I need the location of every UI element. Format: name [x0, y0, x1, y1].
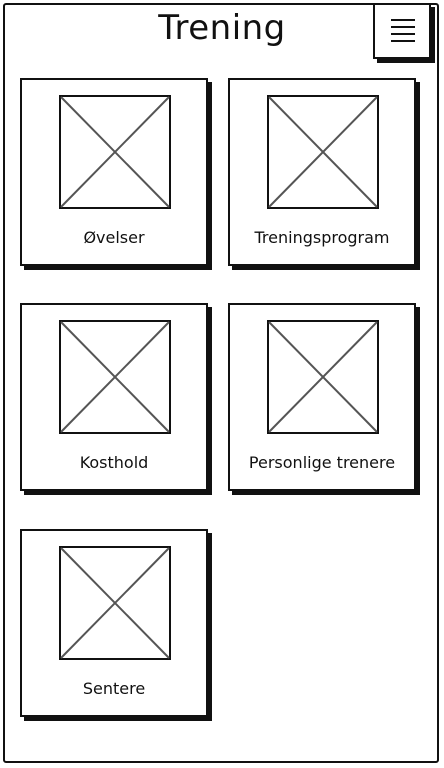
- tile-label: Kosthold: [79, 453, 149, 472]
- phone-frame: [3, 3, 439, 763]
- page-title: Trening: [158, 8, 286, 48]
- image-placeholder-icon: [59, 95, 171, 209]
- image-placeholder-icon: [59, 320, 171, 434]
- image-placeholder-icon: [267, 320, 379, 434]
- tile-kosthold[interactable]: Kosthold: [20, 303, 208, 491]
- tile-label: Treningsprogram: [254, 228, 390, 247]
- image-placeholder-icon: [267, 95, 379, 209]
- tile-label: Sentere: [82, 679, 146, 698]
- tile-sentere[interactable]: Sentere: [20, 529, 208, 717]
- tile-personlige-trenere[interactable]: Personlige trenere: [228, 303, 416, 491]
- image-placeholder-icon: [59, 546, 171, 660]
- tile-ovelser[interactable]: Øvelser: [20, 78, 208, 266]
- tile-treningsprogram[interactable]: Treningsprogram: [228, 78, 416, 266]
- menu-button[interactable]: [373, 3, 431, 59]
- tile-label: Øvelser: [83, 228, 145, 247]
- tile-label: Personlige trenere: [248, 453, 396, 472]
